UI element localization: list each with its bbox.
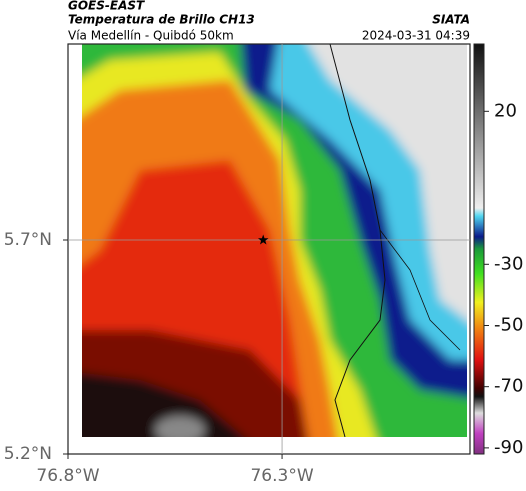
map-frame — [67, 43, 471, 455]
colorbar-tick-label: -50 — [494, 314, 523, 335]
timestamp: 2024-03-31 04:39 — [362, 29, 470, 43]
y-tick-label: 5.2°N — [4, 444, 52, 464]
colorbar-tick-label: 20 — [494, 100, 517, 121]
subtitle: Temperatura de Brillo CH13 — [68, 13, 255, 27]
location-marker — [258, 234, 269, 245]
colorbar-tick-label: -30 — [494, 253, 523, 274]
title: GOES-EAST — [68, 0, 145, 13]
y-tick-label: 5.7°N — [4, 230, 52, 250]
route: Vía Medellín - Quibdó 50km — [68, 29, 234, 43]
satellite-image — [82, 44, 467, 437]
colorbar-tick-label: -90 — [494, 437, 523, 458]
colorbar — [473, 43, 485, 455]
source: SIATA — [432, 13, 470, 27]
x-tick-label: 76.8°W — [36, 466, 99, 486]
x-tick-label: 76.3°W — [250, 466, 313, 486]
colorbar-tick-label: -70 — [494, 376, 523, 397]
